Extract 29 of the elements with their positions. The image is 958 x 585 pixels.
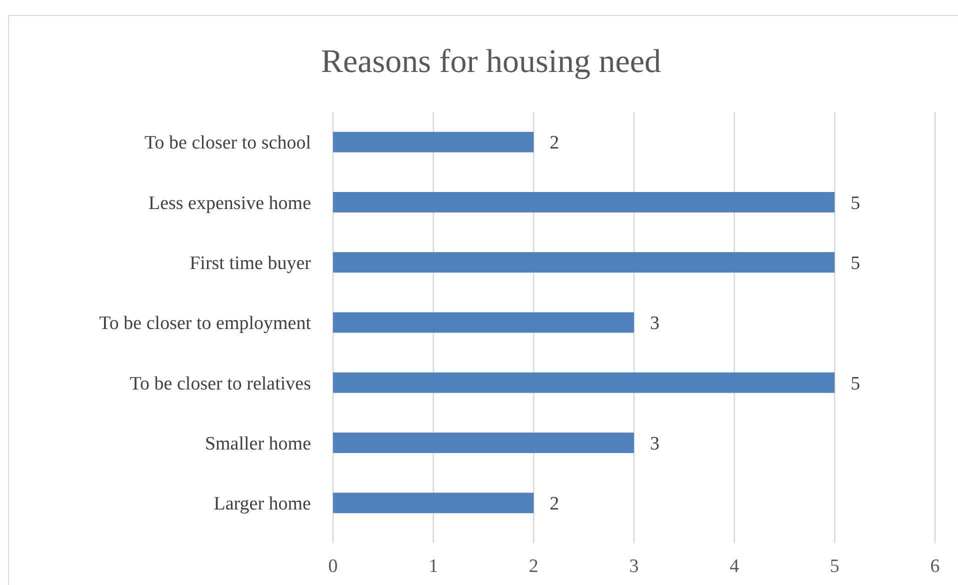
bar [333, 372, 835, 393]
data-label: 2 [550, 494, 560, 515]
y-tick-label: Larger home [214, 494, 311, 515]
y-tick-label: Smaller home [204, 433, 311, 454]
bar [333, 252, 835, 273]
y-tick-label: To be closer to school [144, 132, 311, 154]
x-tick-label: 0 [328, 556, 338, 577]
x-tick-label: 2 [528, 556, 538, 577]
bar [333, 132, 534, 152]
x-tick-label: 5 [830, 556, 840, 577]
x-tick-label: 4 [730, 556, 740, 577]
bar [333, 312, 634, 333]
data-label: 2 [550, 132, 560, 154]
bar [333, 432, 634, 454]
y-tick-label: To be closer to relatives [130, 373, 311, 394]
y-tick-label: Less expensive home [148, 192, 311, 214]
bar [333, 492, 534, 514]
x-tick-label: 3 [629, 556, 639, 577]
y-tick-label: To be closer to employment [99, 313, 312, 334]
data-label: 5 [850, 192, 860, 214]
data-label: 5 [850, 373, 860, 394]
x-tick-label: 1 [428, 556, 438, 577]
bar [333, 192, 835, 212]
data-label: 5 [850, 253, 860, 274]
x-tick-label: 6 [930, 556, 940, 577]
data-label: 3 [650, 313, 660, 334]
y-tick-label: First time buyer [190, 253, 312, 274]
data-label: 3 [650, 433, 660, 454]
chart-title: Reasons for housing need [320, 44, 662, 80]
